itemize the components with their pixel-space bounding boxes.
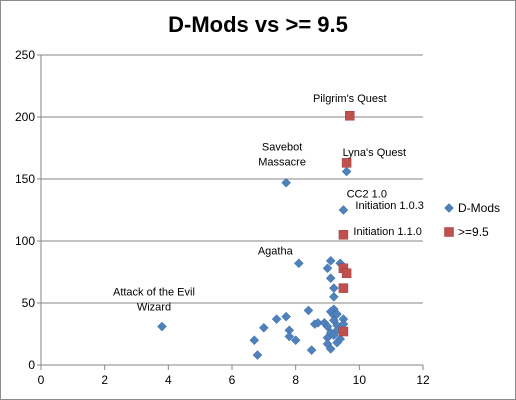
data-point-9-5	[341, 158, 352, 168]
point-annotation: CC2 1.0	[347, 189, 387, 201]
legend-marker-9-5	[444, 227, 454, 237]
data-point-9-5	[345, 111, 355, 121]
y-tick-label: 150	[15, 172, 35, 186]
data-point-dmods	[341, 166, 352, 177]
data-point-9-5	[338, 283, 349, 293]
point-annotation: Wizard	[137, 302, 171, 314]
data-point-dmods	[335, 334, 346, 344]
data-point-dmods	[284, 331, 295, 342]
data-point-dmods	[332, 309, 342, 320]
y-tick-label: 50	[22, 296, 36, 310]
x-tick-label: 4	[165, 373, 172, 387]
point-annotation: Initiation 1.1.0	[353, 226, 422, 238]
data-point-dmods	[325, 344, 336, 354]
data-point-9-5	[341, 268, 352, 278]
data-point-dmods	[281, 177, 291, 188]
data-point-dmods	[325, 273, 336, 284]
x-tick-label: 10	[353, 373, 367, 387]
data-point-dmods	[306, 345, 317, 355]
x-tick-label: 0	[38, 373, 45, 387]
data-point-dmods	[329, 283, 339, 293]
x-tick-label: 6	[229, 373, 236, 387]
data-point-dmods	[329, 330, 339, 341]
point-annotation: Initiation 1.0.3	[355, 200, 424, 212]
data-point-dmods	[252, 350, 263, 360]
chart-title: D-Mods vs >= 9.5	[168, 12, 348, 37]
y-tick-label: 250	[15, 48, 35, 62]
point-annotation: Agatha	[258, 245, 294, 257]
data-point-dmods	[329, 291, 339, 302]
data-point-dmods	[325, 255, 336, 266]
data-point-9-5	[338, 326, 349, 337]
y-tick-label: 200	[15, 110, 35, 124]
x-tick-label: 2	[101, 373, 108, 387]
data-point-dmods	[258, 322, 269, 333]
point-annotation: Lyna's Quest	[343, 147, 406, 159]
data-point-dmods	[281, 311, 291, 322]
x-tick-label: 12	[416, 373, 430, 387]
point-annotation: Savebot	[262, 142, 302, 154]
data-point-9-5	[338, 230, 349, 240]
point-annotation: Pilgrim's Quest	[313, 93, 387, 105]
point-annotation: Massacre	[258, 157, 306, 169]
data-point-dmods	[322, 321, 333, 332]
data-point-dmods	[293, 258, 304, 269]
x-tick-label: 8	[292, 373, 299, 387]
data-point-dmods	[322, 263, 333, 274]
data-point-dmods	[338, 205, 349, 215]
data-point-dmods	[157, 321, 167, 332]
y-tick-label: 0	[28, 358, 35, 372]
legend-marker-dmods	[444, 203, 454, 213]
data-point-dmods	[303, 305, 314, 316]
y-tick-label: 100	[15, 234, 35, 248]
legend-label: >=9.5	[458, 225, 489, 239]
point-annotation: Attack of the Evil	[113, 287, 195, 299]
data-point-dmods	[249, 335, 260, 346]
data-point-dmods	[290, 335, 301, 346]
legend-label: D-Mods	[458, 201, 500, 215]
data-point-dmods	[313, 317, 323, 328]
data-point-dmods	[271, 314, 282, 324]
